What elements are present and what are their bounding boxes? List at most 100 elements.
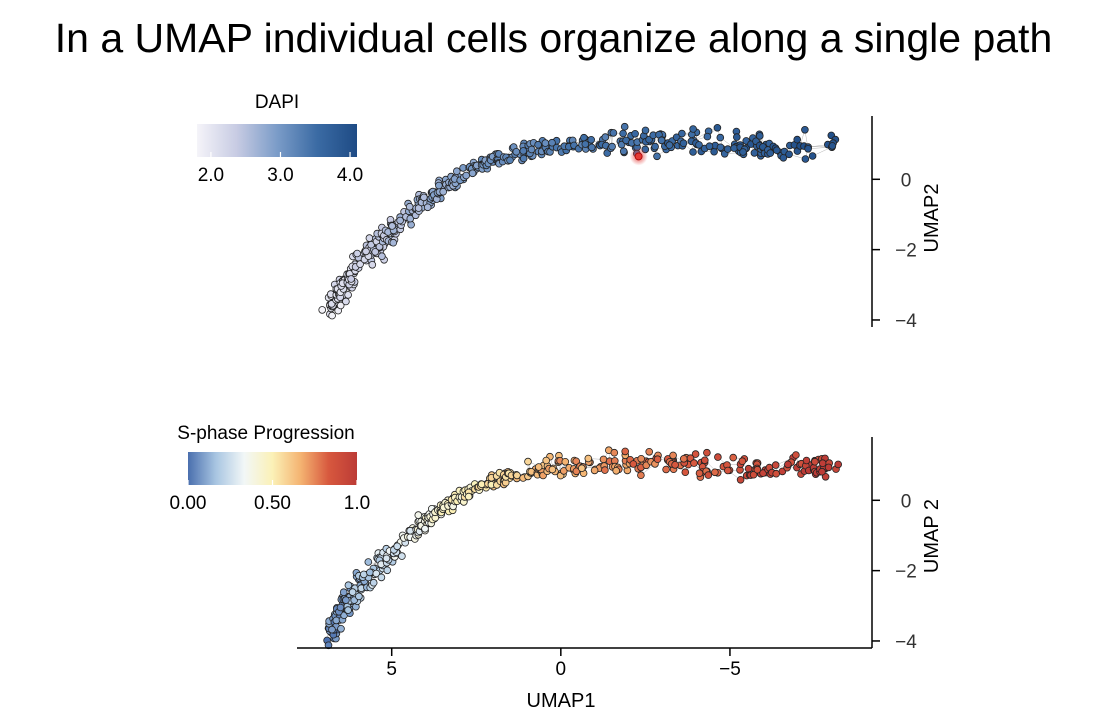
cell-point — [584, 454, 593, 463]
cell-point — [772, 469, 780, 478]
cell-point — [542, 456, 550, 465]
cell-point — [653, 152, 661, 161]
cell-point — [772, 146, 781, 155]
cell-point — [548, 465, 557, 474]
cell-point — [339, 588, 348, 596]
cell-point — [336, 603, 345, 612]
cell-point — [657, 136, 666, 145]
cell-point — [620, 122, 629, 131]
cell-point — [766, 149, 775, 157]
cell-point — [421, 524, 429, 533]
cell-point — [713, 124, 722, 132]
cell-point — [818, 459, 827, 468]
cell-point — [612, 466, 620, 475]
highlight-marker — [629, 147, 648, 166]
cell-point — [808, 152, 817, 160]
colorbar-gradient — [197, 124, 357, 157]
cell-point — [368, 260, 377, 269]
cell-point — [353, 249, 362, 258]
cell-point — [711, 468, 719, 477]
cell-point — [407, 220, 415, 229]
cell-point — [679, 454, 688, 463]
cell-point — [651, 142, 659, 151]
cell-point — [396, 216, 404, 225]
colorbar-label: DAPI — [255, 92, 299, 113]
cell-point — [420, 193, 428, 202]
cell-point — [700, 456, 709, 465]
cell-point — [388, 222, 396, 230]
cell-point — [681, 468, 690, 477]
cell-point — [512, 148, 521, 156]
cell-point — [691, 450, 700, 458]
cell-point — [601, 466, 609, 474]
cell-point — [423, 203, 432, 212]
cell-point — [641, 126, 650, 135]
y-ticks: 0 −2 −4 — [872, 170, 917, 332]
cell-point — [356, 260, 364, 268]
x-axis: 5 0 −5 — [297, 647, 872, 680]
colorbar-tick-label: 2.0 — [198, 165, 224, 186]
cell-point — [439, 187, 448, 196]
graph-edges — [326, 450, 837, 646]
colorbar-tick-label: 4.0 — [337, 165, 363, 186]
cell-point — [355, 592, 363, 601]
cell-point — [398, 552, 406, 560]
cell-point — [581, 140, 590, 148]
cell-point — [736, 475, 745, 484]
colorbar-tick-label: 0.50 — [254, 493, 291, 514]
umap-panel-sphase: 0 −2 −4 UMAP 2 5 0 −5 UMAP1 S-phase Progress… — [170, 423, 943, 712]
cell-point — [744, 464, 753, 473]
cell-point — [792, 451, 800, 459]
cell-point — [619, 147, 628, 156]
cell-point — [318, 306, 327, 314]
cell-point — [716, 133, 725, 142]
cell-point — [506, 156, 514, 165]
cell-points — [318, 122, 840, 320]
cell-point — [629, 460, 638, 468]
cell-point — [462, 171, 471, 180]
cell-point — [645, 447, 653, 456]
cell-point — [755, 132, 764, 140]
cell-point — [414, 511, 423, 519]
cell-point — [389, 238, 398, 247]
cell-point — [587, 143, 596, 152]
cell-point — [637, 471, 645, 480]
cell-point — [802, 456, 811, 465]
cell-point — [771, 461, 780, 469]
cell-point — [784, 460, 792, 469]
y-tick-label: −4 — [895, 311, 917, 332]
cell-point — [710, 147, 718, 156]
cell-point — [669, 451, 677, 460]
cell-point — [477, 480, 486, 489]
cell-point — [344, 581, 353, 589]
cell-point — [785, 150, 793, 159]
cell-point — [524, 457, 532, 466]
cell-point — [348, 588, 357, 596]
slide-title: In a UMAP individual cells organize alon… — [54, 15, 1053, 61]
y-axis-label: UMAP 2 — [921, 499, 943, 573]
cell-point — [372, 569, 381, 578]
cell-point — [824, 463, 833, 472]
colorbar-tick-label: 3.0 — [267, 165, 293, 186]
y-tick-label: −2 — [895, 241, 917, 262]
cell-point — [519, 154, 528, 163]
cell-point — [378, 252, 386, 261]
cell-point — [527, 145, 536, 154]
colorbar-tick-label: 1.0 — [344, 493, 370, 514]
cell-point — [369, 578, 378, 587]
colorbar-sphase: S-phase Progression 0.00 0.50 1.0 — [170, 423, 371, 514]
cell-point — [723, 466, 732, 475]
y-ticks: 0 −2 −4 — [872, 491, 917, 653]
cell-point — [689, 125, 697, 133]
y-tick-label: −4 — [895, 632, 917, 653]
colorbar-ticks: 0.00 0.50 1.0 — [170, 480, 370, 514]
cell-point — [405, 202, 414, 211]
cell-point — [452, 167, 461, 176]
cell-point — [723, 145, 732, 153]
cell-point — [534, 463, 543, 471]
cell-point — [587, 136, 595, 144]
cell-point — [406, 214, 415, 223]
highlight-point — [634, 152, 643, 161]
colorbar-dapi: DAPI 2.0 3.0 4.0 — [197, 92, 363, 186]
